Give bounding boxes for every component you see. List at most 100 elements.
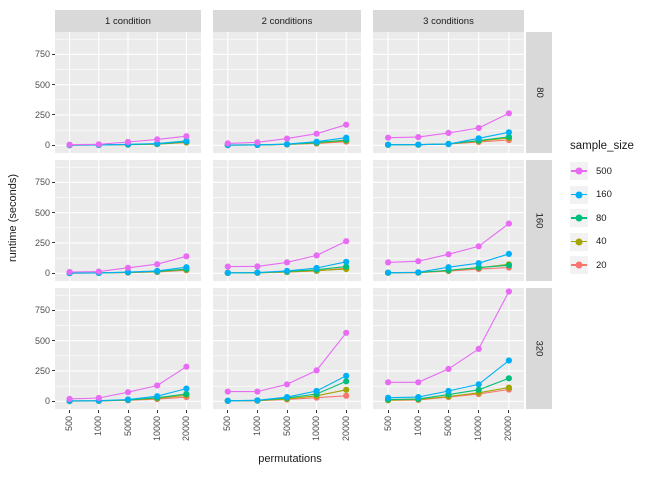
data-point (475, 135, 482, 142)
data-point (313, 367, 320, 374)
data-point (445, 141, 452, 148)
data-point (313, 264, 320, 272)
data-point (313, 130, 320, 137)
facet-column-strip: 3 conditions (373, 10, 524, 32)
data-point (475, 260, 482, 267)
data-point (283, 141, 291, 148)
data-point (95, 141, 102, 148)
data-point (183, 253, 190, 260)
y-tick-mark (52, 400, 55, 402)
data-point (385, 379, 392, 386)
facet-panel-320-0 (55, 288, 201, 409)
data-point (505, 110, 512, 117)
x-tick-mark (316, 410, 318, 413)
legend-title: sample_size (570, 140, 634, 152)
data-point (415, 141, 422, 148)
data-point (254, 269, 261, 276)
x-tick-mark (387, 410, 389, 413)
y-tick-label: 0 (44, 268, 50, 279)
data-point (505, 133, 512, 140)
x-tick-mark (478, 410, 480, 413)
data-point (124, 396, 132, 403)
data-point (343, 258, 350, 265)
data-point (505, 384, 512, 391)
data-point (475, 124, 482, 132)
data-point (343, 386, 350, 393)
data-point (254, 388, 261, 395)
x-tick-label: 10000 (473, 416, 484, 442)
x-tick-mark (448, 410, 449, 413)
data-point (313, 252, 320, 259)
legend-key-swatch (570, 232, 588, 251)
data-point (415, 379, 422, 386)
data-point (183, 385, 190, 392)
y-tick-mark (52, 309, 55, 311)
x-tick-label: 500 (382, 416, 393, 432)
data-point (254, 139, 261, 146)
y-tick-mark (52, 181, 55, 183)
x-tick-label: 1000 (93, 416, 104, 437)
data-point (343, 329, 350, 336)
data-point (415, 134, 422, 141)
y-tick-mark (52, 242, 55, 244)
data-point (343, 392, 350, 399)
data-point (124, 138, 132, 146)
facet-row-strip: 80 (526, 32, 552, 153)
data-point (95, 268, 102, 275)
legend-entry-20: 20 (570, 256, 634, 274)
x-tick-label: 20000 (180, 416, 191, 442)
data-point (154, 267, 161, 274)
legend-entry-40: 40 (570, 232, 634, 251)
data-point (385, 141, 392, 148)
x-tick-label: 1000 (251, 416, 262, 437)
y-tick-label: 750 (34, 177, 50, 188)
y-tick-label: 250 (34, 237, 50, 248)
data-point (343, 372, 350, 379)
legend-entry-160: 160 (570, 185, 634, 204)
data-point (224, 269, 231, 276)
x-tick-mark (286, 410, 288, 413)
y-tick-mark (52, 272, 55, 274)
data-point (283, 267, 291, 274)
x-tick-mark (417, 410, 419, 413)
legend-label: 80 (596, 212, 607, 224)
data-point (283, 135, 291, 142)
data-point (183, 264, 190, 271)
x-tick-mark (185, 410, 187, 413)
x-tick-mark (256, 410, 258, 413)
y-tick-mark (52, 370, 55, 372)
x-tick-label: 10000 (151, 416, 162, 442)
legend-entry-500: 500 (570, 162, 634, 180)
data-point (445, 251, 452, 258)
x-axis-title: permutations (258, 453, 322, 465)
legend-key-swatch (570, 162, 588, 180)
data-point (224, 388, 231, 395)
facet-panel-320-2 (373, 288, 524, 409)
data-point (154, 382, 161, 389)
data-point (66, 395, 73, 402)
facet-panel-80-0 (55, 32, 201, 153)
data-point (475, 345, 482, 352)
y-tick-mark (52, 340, 55, 342)
data-point (445, 387, 452, 395)
y-tick-label: 0 (44, 396, 50, 407)
y-tick-label: 750 (34, 305, 50, 316)
x-tick-label: 5000 (122, 416, 133, 437)
facet-panel-160-2 (373, 160, 524, 281)
data-point (385, 394, 392, 401)
legend-label: 160 (596, 189, 612, 200)
y-axis-title: runtime (seconds) (7, 173, 19, 263)
x-tick-label: 20000 (503, 416, 514, 442)
y-tick-mark (52, 53, 55, 55)
legend-key-swatch (570, 185, 588, 204)
data-point (154, 261, 161, 268)
data-point (385, 269, 392, 276)
data-point (313, 138, 320, 145)
x-tick-mark (508, 410, 510, 413)
y-tick-mark (52, 114, 55, 116)
legend-key-swatch (570, 256, 588, 274)
data-point (505, 250, 512, 257)
facet-column-strip: 2 conditions (213, 10, 361, 32)
x-tick-mark (227, 410, 229, 413)
data-point (154, 136, 161, 143)
